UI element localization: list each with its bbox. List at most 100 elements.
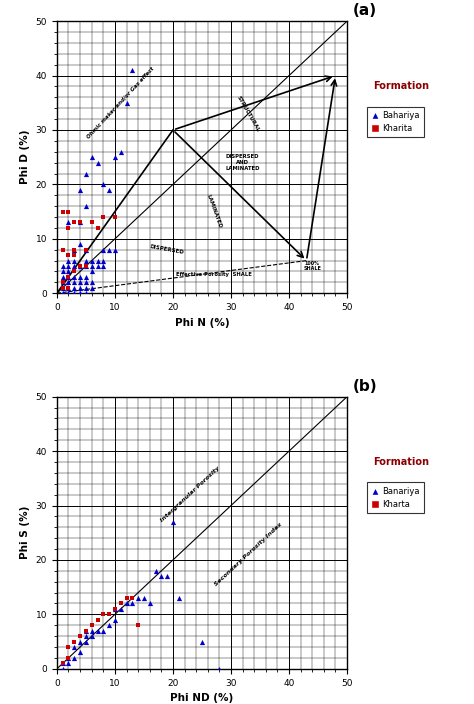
Point xyxy=(82,260,90,272)
Point xyxy=(82,244,90,256)
Point xyxy=(76,631,84,642)
Text: LAMINATED: LAMINATED xyxy=(205,194,222,230)
Text: Ohmic maker and/or Gas effect: Ohmic maker and/or Gas effect xyxy=(86,66,155,139)
Point xyxy=(71,266,78,277)
Point xyxy=(123,97,130,108)
Point xyxy=(82,244,90,256)
Point xyxy=(105,184,113,196)
Point xyxy=(94,260,101,272)
Point xyxy=(71,217,78,228)
Point xyxy=(100,211,107,222)
Point xyxy=(76,217,84,228)
Point xyxy=(82,625,90,636)
Point xyxy=(59,663,66,674)
Point xyxy=(128,598,136,609)
Point xyxy=(152,565,159,577)
Point xyxy=(76,647,84,658)
Point xyxy=(59,206,66,218)
Point xyxy=(76,260,84,272)
Point xyxy=(88,217,95,228)
Point xyxy=(71,277,78,288)
Point xyxy=(64,266,72,277)
Point xyxy=(198,636,206,647)
Point xyxy=(128,592,136,603)
Point xyxy=(64,249,72,260)
Point xyxy=(105,609,113,620)
Text: DISPERSED
AND
LAMINATED: DISPERSED AND LAMINATED xyxy=(225,154,260,171)
Text: STRUCTURAL: STRUCTURAL xyxy=(236,95,261,132)
Point xyxy=(82,636,90,647)
Point xyxy=(64,271,72,282)
Point xyxy=(82,201,90,212)
Point xyxy=(88,260,95,272)
Point xyxy=(76,184,84,196)
X-axis label: Phi N (%): Phi N (%) xyxy=(175,318,229,327)
Point xyxy=(88,620,95,631)
Point xyxy=(59,282,66,294)
Point xyxy=(71,255,78,266)
Point xyxy=(64,271,72,282)
Point xyxy=(76,260,84,272)
Point xyxy=(134,620,142,631)
Point xyxy=(94,614,101,625)
Point xyxy=(111,151,118,163)
Point xyxy=(76,282,84,294)
Point xyxy=(146,598,154,609)
Point xyxy=(59,271,66,282)
Text: (a): (a) xyxy=(353,4,377,18)
Point xyxy=(71,282,78,294)
Point xyxy=(71,244,78,256)
Text: Secondary Porosity Index: Secondary Porosity Index xyxy=(214,522,283,587)
Point xyxy=(59,260,66,272)
Point xyxy=(105,620,113,631)
Point xyxy=(94,157,101,168)
Point xyxy=(117,603,125,615)
Point xyxy=(59,288,66,299)
Point xyxy=(71,271,78,282)
Point xyxy=(82,282,90,294)
Text: Formation: Formation xyxy=(373,81,429,91)
Point xyxy=(59,266,66,277)
Point xyxy=(64,277,72,288)
Point xyxy=(59,244,66,256)
Point xyxy=(216,663,223,674)
Text: 100%
SHALE: 100% SHALE xyxy=(303,260,321,272)
Point xyxy=(111,244,118,256)
Point xyxy=(64,653,72,664)
Point xyxy=(71,244,78,256)
Point xyxy=(157,571,165,582)
Point xyxy=(82,288,90,299)
Point xyxy=(59,277,66,288)
Legend: Banariya, Kharta: Banariya, Kharta xyxy=(366,482,424,513)
Point xyxy=(71,636,78,647)
Point xyxy=(76,636,84,647)
Point xyxy=(94,222,101,234)
Point xyxy=(88,282,95,294)
Point xyxy=(100,260,107,272)
Point xyxy=(82,168,90,179)
Point xyxy=(76,239,84,250)
Point xyxy=(105,244,113,256)
Point xyxy=(76,288,84,299)
Point xyxy=(94,255,101,266)
Point xyxy=(64,282,72,294)
Point xyxy=(100,625,107,636)
Point xyxy=(117,598,125,609)
Point xyxy=(111,603,118,615)
Point xyxy=(82,625,90,636)
Legend: Bahariya, Kharita: Bahariya, Kharita xyxy=(366,107,424,137)
Text: DISPERSED: DISPERSED xyxy=(150,244,185,255)
Text: Effective Porosity  SHALE: Effective Porosity SHALE xyxy=(176,272,252,277)
Point xyxy=(64,641,72,653)
Point xyxy=(82,260,90,272)
Point xyxy=(82,277,90,288)
Point xyxy=(94,625,101,636)
Text: Formation: Formation xyxy=(373,456,429,467)
Point xyxy=(64,658,72,669)
Point xyxy=(140,592,148,603)
Point xyxy=(71,653,78,664)
Point xyxy=(71,641,78,653)
Point xyxy=(59,658,66,669)
Point xyxy=(71,260,78,272)
Point xyxy=(64,288,72,299)
